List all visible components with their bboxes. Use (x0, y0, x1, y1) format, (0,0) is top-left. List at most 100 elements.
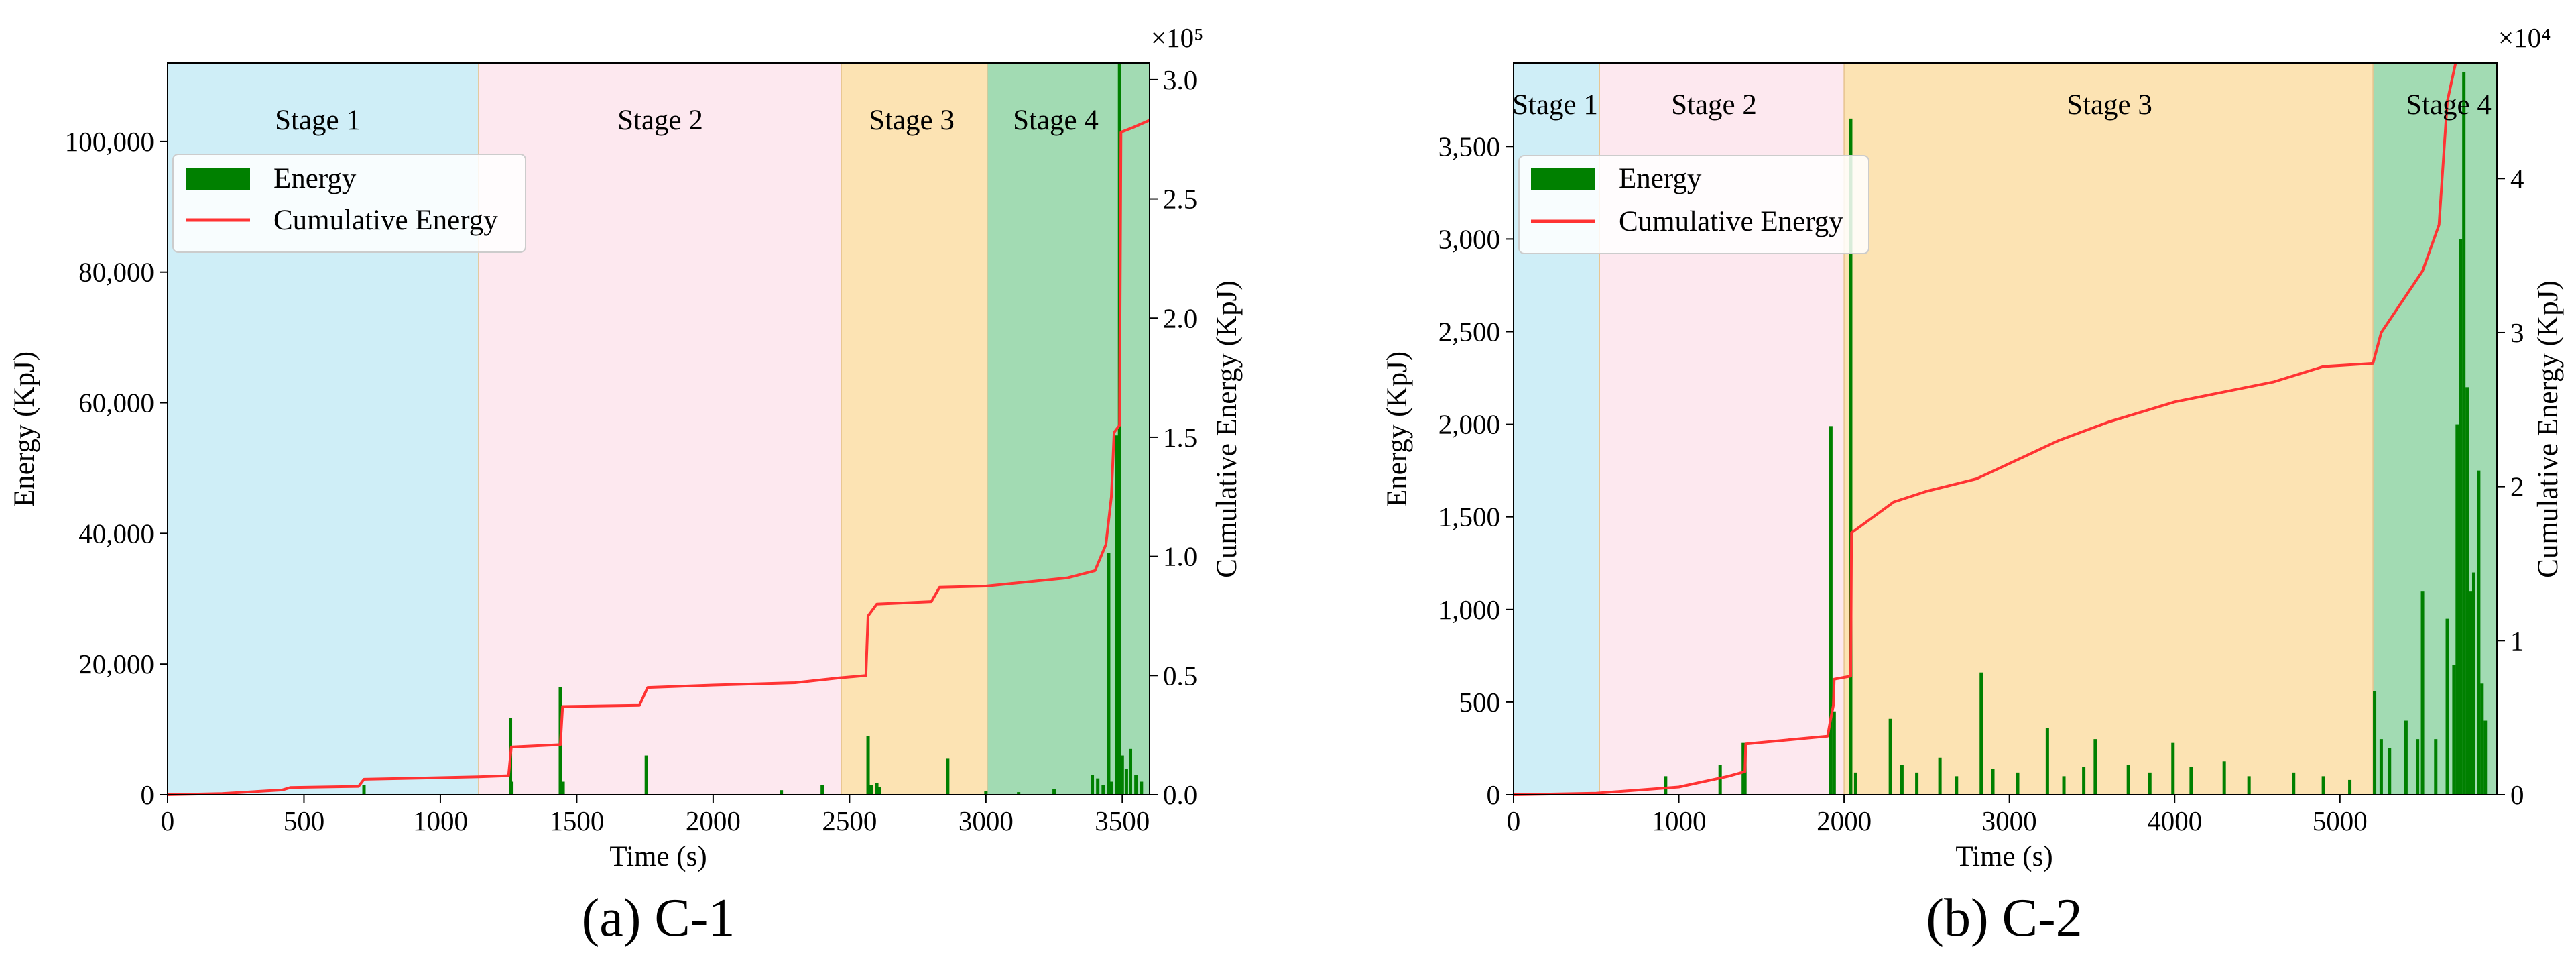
c1-y2-tick-label: 0.0 (1163, 779, 1197, 810)
c2-energy-bar (1955, 776, 1959, 795)
c2-energy-bar (2416, 739, 2420, 795)
c2-energy-bar (2082, 767, 2086, 795)
c2-energy-bar (2373, 691, 2377, 795)
c1-axis-ticks: 0 500 1000 1500 2000 2500 3000 3500 0 20,000 40,00… (65, 64, 1198, 836)
c2-x-tick-label: 1000 (1652, 805, 1707, 836)
c1-y2-tick-label: 2.0 (1163, 302, 1197, 333)
c2-stage-4-band (2373, 63, 2497, 795)
c1-energy-bar (1109, 781, 1113, 795)
c2-y2-tick-label: 4 (2510, 163, 2524, 194)
c1-energy-bar (561, 781, 565, 795)
c1-cumulative-energy-line (167, 119, 1150, 796)
c1-y-tick-label: 60,000 (78, 388, 154, 418)
c1-energy-bar (644, 755, 648, 795)
c1-energy-bar (780, 790, 784, 795)
c1-energy-bar (866, 736, 870, 795)
c2-energy-bar (2480, 683, 2484, 795)
c2-energy-bar (2148, 772, 2152, 795)
c1-energy-bar (1129, 748, 1133, 795)
c2-energy-bar (2477, 470, 2481, 795)
c1-energy-bar (946, 758, 950, 795)
c1-x-tick-label: 0 (161, 805, 175, 836)
c2-energy-bar (1979, 672, 1983, 795)
c1-energy-bar (510, 781, 514, 795)
c2-energy-bar (2321, 776, 2325, 795)
c1-y-tick-label: 40,000 (78, 518, 154, 549)
c1-y-axis-label: Energy (KpJ) (9, 351, 40, 507)
c2-energy-bar (2420, 591, 2425, 795)
c2-energy-bar (1718, 765, 1722, 795)
c2-energy-bar (2434, 739, 2438, 795)
c2-legend: Energy Cumulative Energy (1518, 155, 1869, 254)
c2-energy-bar (2222, 761, 2226, 795)
c1-legend: Energy Cumulative Energy (172, 154, 526, 253)
c2-energy-bars (1664, 72, 2488, 795)
c2-x-tick-label: 4000 (2147, 805, 2202, 836)
c2-y-tick-label: 1,500 (1438, 502, 1500, 532)
c1-energy-bar (984, 791, 988, 795)
c1-y2-tick-label: 0.5 (1163, 660, 1197, 691)
c2-y-tick-label: 1,000 (1438, 594, 1500, 625)
c1-x-tick-label: 2000 (686, 805, 741, 836)
c2-energy-bar (2465, 387, 2469, 795)
c2-energy-bar (1888, 718, 1892, 795)
c1-legend-cumulative-label: Cumulative Energy (273, 205, 498, 236)
c1-energy-bar (1096, 778, 1100, 795)
c2-energy-bar (2093, 739, 2097, 795)
c2-energy-bar (2469, 591, 2473, 795)
c2-y2-tick-label: 1 (2510, 625, 2524, 656)
c2-y2-axis-label: Cumulative Energy (KpJ) (2532, 280, 2564, 577)
c1-stage-4-label: Stage 4 (1013, 105, 1099, 136)
c2-energy-bar (2292, 772, 2296, 795)
c2-energy-bar (1664, 776, 1668, 795)
c2-y-tick-label: 3,500 (1438, 131, 1500, 162)
c1-x-tick-label: 1000 (413, 805, 468, 836)
c1-energy-bar (1115, 435, 1119, 795)
c2-energy-bar (2471, 572, 2475, 795)
c1-caption: (a) C-1 (582, 889, 735, 948)
c1-energy-bar (1120, 755, 1124, 795)
c2-legend-energy-swatch (1531, 168, 1595, 190)
c1-plot-frame (167, 62, 1150, 795)
c2-legend-energy-label: Energy (1619, 163, 1702, 194)
c2-y-tick-label: 2,500 (1438, 316, 1500, 347)
c1-stage-2-band (478, 63, 842, 795)
c2-energy-bar (2247, 776, 2251, 795)
c1-stage-2-label: Stage 2 (617, 105, 703, 136)
c1-energy-bar (1124, 769, 1128, 795)
c2-energy-bar (2171, 742, 2175, 795)
c1-energy-bar (1140, 781, 1144, 795)
c1-y-tick-label: 80,000 (78, 257, 154, 288)
c1-y-tick-label: 0 (141, 779, 155, 810)
c1-stage-3-label: Stage 3 (869, 105, 955, 136)
c2-axis-ticks: 0 1000 2000 3000 4000 5000 0 500 1,000 1,500 2,000… (1438, 131, 2524, 836)
c1-energy-bar (820, 785, 824, 795)
c1-y2-multiplier: ×10⁵ (1151, 22, 1203, 53)
c1-energy-bar (1117, 63, 1121, 795)
c1-y2-tick-label: 1.5 (1163, 422, 1197, 453)
c1-y2-tick-label: 1.0 (1163, 541, 1197, 572)
c2-stage-1-label: Stage 1 (1512, 89, 1598, 121)
c2-energy-bar (1991, 769, 1995, 795)
c2-y-tick-label: 500 (1459, 687, 1501, 718)
c2-y2-tick-label: 0 (2510, 779, 2524, 810)
c1-energy-bar (869, 785, 873, 795)
c2-energy-bar (2045, 728, 2049, 795)
c2-energy-bar (2445, 618, 2449, 795)
c2-stage-3-label: Stage 3 (2067, 89, 2152, 121)
c2-energy-bar (1849, 118, 1853, 795)
c1-x-tick-label: 3500 (1095, 805, 1150, 836)
c1-y-tick-label: 100,000 (65, 126, 154, 157)
c2-y2-multiplier: ×10⁴ (2498, 22, 2551, 53)
c1-energy-bar (875, 783, 879, 795)
c2-x-tick-label: 0 (1507, 805, 1521, 836)
c2-x-tick-label: 5000 (2313, 805, 2368, 836)
c2-energy-bar (1915, 772, 1919, 795)
c2-energy-bar (2455, 424, 2459, 795)
c2-y2-tick-label: 3 (2510, 317, 2524, 348)
c1-energy-bar (362, 785, 366, 795)
c2-y2-tick-label: 2 (2510, 471, 2524, 502)
c2-energy-bar (1832, 711, 1836, 795)
chart-c1: 0 500 1000 1500 2000 2500 3000 3500 0 20,000 40,00… (9, 22, 1243, 948)
